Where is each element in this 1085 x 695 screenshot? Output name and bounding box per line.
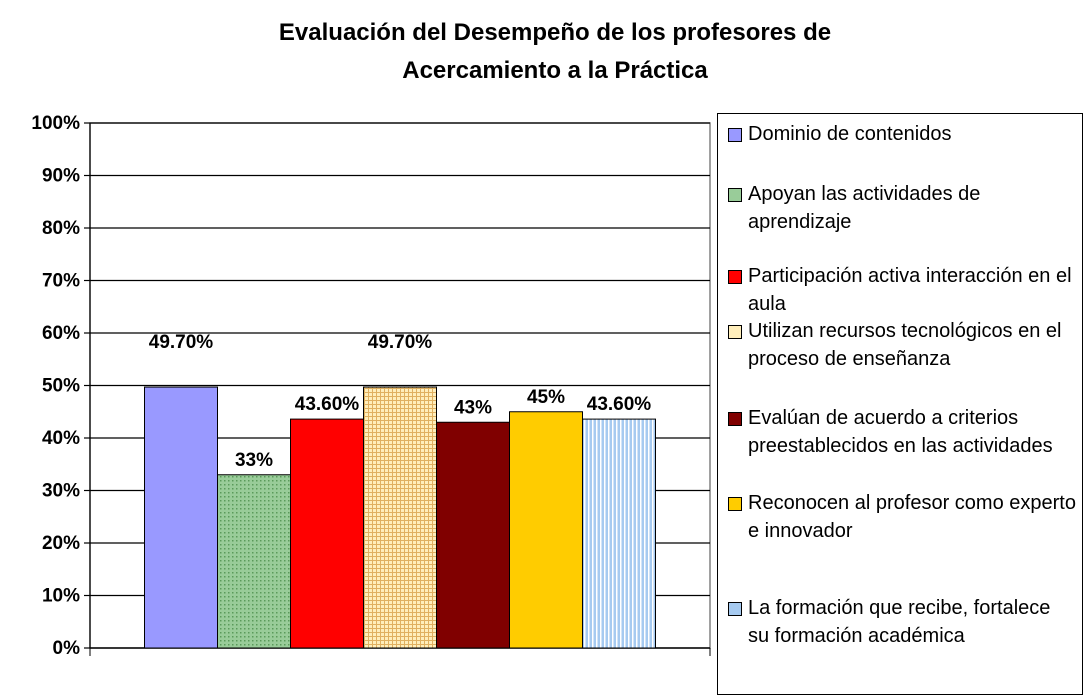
bar — [436, 421, 510, 649]
y-tick-label: 60% — [42, 323, 80, 344]
legend-label: Participación activa interacción en el a… — [748, 265, 1072, 315]
y-tick-label: 100% — [31, 113, 80, 134]
legend-swatch — [728, 325, 742, 339]
legend-entry: La formación que recibe, fortalece su fo… — [726, 594, 1076, 650]
legend: Dominio de contenidos Apoyan las activida… — [717, 113, 1083, 695]
bar — [509, 411, 583, 649]
bar — [582, 418, 656, 649]
y-tick-label: 90% — [42, 166, 80, 187]
bar — [217, 474, 291, 649]
legend-swatch — [728, 188, 742, 202]
legend-swatch — [728, 602, 742, 616]
legend-entry: Participación activa interacción en el a… — [726, 262, 1076, 318]
legend-entry: Reconocen al profesor como experto e inn… — [726, 489, 1076, 545]
data-label: 43% — [454, 397, 492, 418]
data-label: 43.60% — [587, 394, 652, 415]
y-tick-label: 0% — [53, 638, 81, 659]
legend-swatch — [728, 270, 742, 284]
legend-label: Reconocen al profesor como experto e inn… — [748, 492, 1076, 542]
legend-entry: Apoyan las actividades de aprendizaje — [726, 180, 1076, 236]
y-tick-label: 20% — [42, 533, 80, 554]
legend-label: La formación que recibe, fortalece su fo… — [748, 597, 1051, 647]
y-tick-label: 40% — [42, 428, 80, 449]
y-tick-label: 70% — [42, 271, 80, 292]
data-label: 49.70% — [368, 332, 433, 353]
y-tick-label: 50% — [42, 376, 80, 397]
legend-entry: Evalúan de acuerdo a criterios preestabl… — [726, 404, 1076, 460]
legend-swatch — [728, 497, 742, 511]
legend-label: Apoyan las actividades de aprendizaje — [748, 183, 981, 233]
bar — [363, 386, 437, 649]
legend-label: Utilizan recursos tecnológicos en el pro… — [748, 320, 1062, 370]
y-tick-label: 10% — [42, 586, 80, 607]
legend-swatch — [728, 128, 742, 142]
data-label: 45% — [527, 387, 565, 408]
data-label: 49.70% — [149, 332, 214, 353]
chart-title: Evaluación del Desempeño de los profesor… — [278, 19, 832, 84]
legend-entry: Utilizan recursos tecnológicos en el pro… — [726, 317, 1076, 373]
bar — [144, 386, 218, 649]
y-tick-label: 80% — [42, 218, 80, 239]
y-tick-label: 30% — [42, 481, 80, 502]
legend-label: Evalúan de acuerdo a criterios preestabl… — [748, 407, 1053, 457]
legend-label: Dominio de contenidos — [748, 123, 952, 145]
legend-swatch — [728, 412, 742, 426]
data-label: 43.60% — [295, 394, 360, 415]
legend-entry: Dominio de contenidos — [726, 120, 1076, 148]
bar — [290, 418, 364, 649]
data-label: 33% — [235, 450, 273, 471]
